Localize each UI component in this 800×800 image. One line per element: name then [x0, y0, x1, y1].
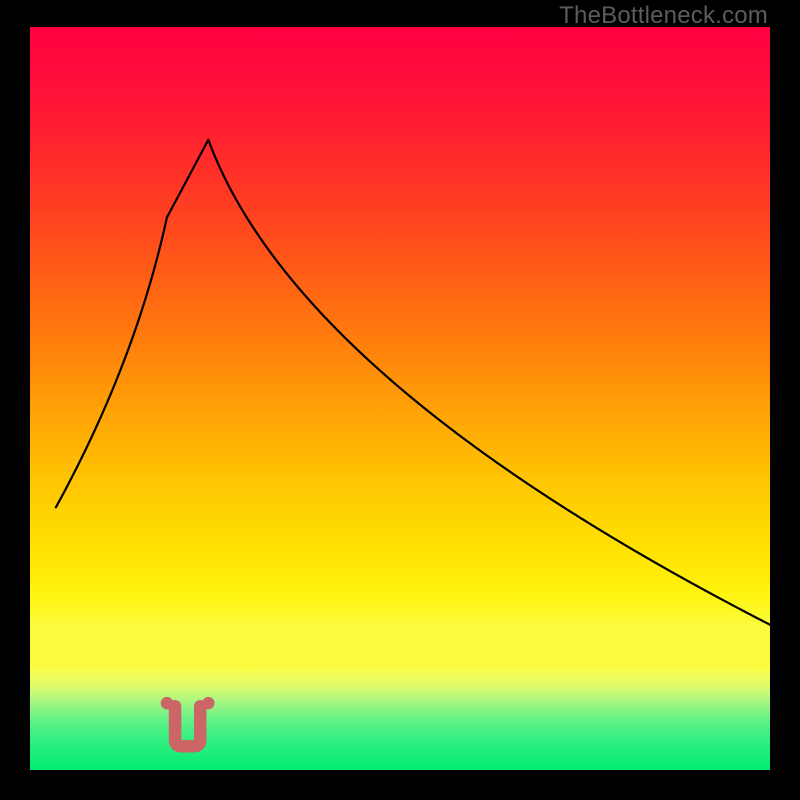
watermark-text: TheBottleneck.com: [559, 2, 768, 30]
trough-markers: [161, 697, 215, 746]
chart-root: TheBottleneck.com: [0, 0, 800, 800]
bottleneck-curve: [30, 27, 770, 770]
plot-area: [30, 27, 770, 770]
trough-u: [175, 706, 200, 746]
